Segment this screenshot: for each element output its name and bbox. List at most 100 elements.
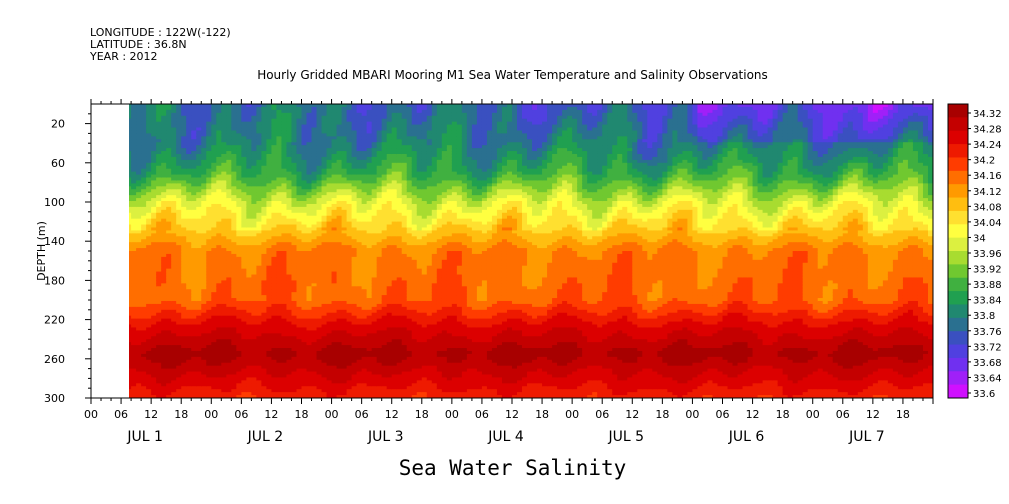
heatmap-cell (171, 392, 177, 396)
heatmap-cell (311, 171, 318, 176)
heatmap-cell (211, 203, 217, 208)
heatmap-cell (191, 124, 197, 129)
heatmap-cell (166, 312, 172, 317)
heatmap-cell (306, 118, 313, 123)
heatmap-cell (176, 256, 182, 261)
heatmap-cell (326, 371, 333, 376)
heatmap-cell (351, 386, 358, 390)
heatmap-cell (316, 203, 323, 208)
heatmap-cell (161, 271, 167, 276)
heatmap-cell (236, 221, 242, 226)
heatmap-cell (231, 242, 237, 246)
heatmap-cell (166, 236, 172, 240)
heatmap-cell (356, 242, 363, 246)
heatmap-cell (166, 227, 172, 232)
heatmap-cell (281, 151, 288, 155)
heatmap-cell (246, 127, 252, 132)
heatmap-cell (186, 306, 192, 311)
heatmap-cell (366, 148, 373, 152)
heatmap-cell (346, 298, 353, 302)
heatmap-cell (361, 145, 368, 149)
heatmap-cell (131, 130, 137, 134)
heatmap-cell (271, 212, 278, 217)
heatmap-cell (146, 321, 152, 326)
heatmap-cell (351, 265, 358, 270)
heatmap-cell (246, 209, 252, 214)
heatmap-cell (311, 339, 318, 343)
heatmap-cell (361, 374, 368, 379)
heatmap-cell (296, 359, 303, 364)
heatmap-cell (351, 195, 358, 199)
heatmap-cell (271, 283, 278, 287)
heatmap-cell (356, 153, 363, 158)
heatmap-cell (141, 145, 147, 149)
heatmap-cell (331, 198, 338, 202)
heatmap-cell (141, 318, 147, 323)
heatmap-cell (236, 374, 242, 379)
heatmap-cell (166, 230, 172, 234)
heatmap-cell (186, 353, 192, 358)
heatmap-cell (231, 312, 237, 317)
heatmap-cell (316, 118, 323, 123)
heatmap-cell (161, 368, 167, 373)
heatmap-cell (231, 118, 237, 123)
heatmap-cell (281, 130, 288, 134)
heatmap-cell (311, 109, 318, 114)
heatmap-cell (291, 309, 298, 314)
heatmap-cell (286, 203, 293, 208)
heatmap-cell (301, 303, 308, 308)
heatmap-cell (176, 283, 182, 287)
heatmap-cell (211, 336, 217, 340)
heatmap-cell (216, 383, 222, 387)
heatmap-cell (176, 124, 182, 129)
heatmap-cell (166, 162, 172, 167)
heatmap-cell (321, 292, 328, 296)
heatmap-cell (226, 392, 232, 396)
heatmap-cell (151, 359, 157, 364)
heatmap-cell (136, 274, 142, 279)
heatmap-cell (196, 350, 202, 355)
heatmap-cell (346, 371, 353, 376)
heatmap-cell (211, 230, 217, 234)
heatmap-cell (336, 345, 343, 349)
heatmap-cell (211, 353, 217, 358)
heatmap-cell (321, 321, 328, 326)
heatmap-cell (266, 168, 273, 173)
heatmap-cell (231, 333, 237, 337)
heatmap-cell (141, 192, 147, 196)
heatmap-cell (231, 248, 237, 252)
heatmap-cell (366, 256, 373, 261)
heatmap-cell (351, 168, 358, 173)
heatmap-cell (196, 221, 202, 226)
heatmap-cell (286, 192, 293, 196)
heatmap-cell (351, 171, 358, 176)
heatmap-cell (231, 362, 237, 367)
heatmap-cell (246, 106, 252, 111)
heatmap-cell (176, 133, 182, 137)
heatmap-cell (261, 333, 268, 337)
heatmap-cell (151, 236, 157, 240)
heatmap-cell (191, 289, 197, 293)
heatmap-cell (176, 145, 182, 149)
heatmap-cell (216, 218, 222, 223)
heatmap-cell (161, 171, 167, 176)
heatmap-cell (136, 115, 142, 120)
heatmap-cell (211, 345, 217, 349)
heatmap-cell (226, 139, 232, 143)
heatmap-cell (311, 233, 318, 237)
heatmap-cell (161, 183, 167, 187)
heatmap-cell (301, 359, 308, 364)
heatmap-cell (206, 300, 212, 305)
heatmap-cell (231, 380, 237, 384)
heatmap-cell (296, 283, 303, 287)
heatmap-cell (191, 386, 197, 390)
heatmap-cell (211, 171, 217, 176)
heatmap-cell (321, 195, 328, 199)
heatmap-cell (241, 265, 247, 270)
heatmap-cell (176, 227, 182, 232)
heatmap-cell (246, 256, 252, 261)
heatmap-cell (246, 124, 252, 129)
heatmap-cell (286, 324, 293, 329)
heatmap-cell (311, 303, 318, 308)
heatmap-cell (221, 130, 227, 134)
